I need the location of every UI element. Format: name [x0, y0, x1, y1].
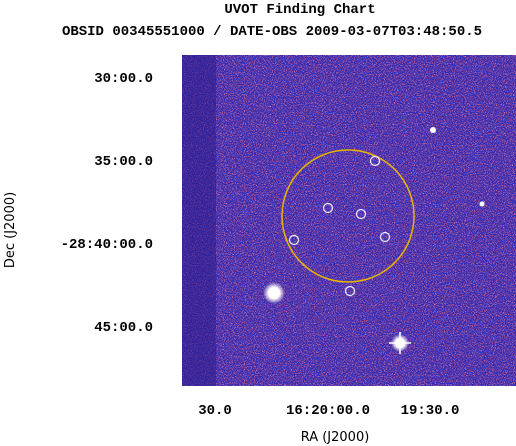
subtitle: OBSID 00345551000 / DATE-OBS 2009-03-07T…	[62, 24, 482, 40]
y-axis-label: Dec (J2000)	[3, 192, 18, 268]
title: UVOT Finding Chart	[224, 2, 375, 18]
y-tick-label: 30:00.0	[94, 71, 153, 87]
y-tick-label: -28:40:00.0	[61, 237, 153, 253]
x-tick-label: 16:20:00.0	[286, 403, 370, 419]
x-axis-label: RA (J2000)	[301, 430, 370, 445]
bright-star	[263, 282, 285, 304]
y-tick-label: 45:00.0	[94, 320, 153, 336]
y-tick-label: 35:00.0	[94, 154, 153, 170]
sky-image	[182, 55, 516, 386]
source-markers	[288, 155, 391, 297]
x-tick-label: 30.0	[198, 403, 232, 419]
x-tick-label: 19:30.0	[401, 403, 460, 419]
error-circle	[281, 149, 415, 283]
